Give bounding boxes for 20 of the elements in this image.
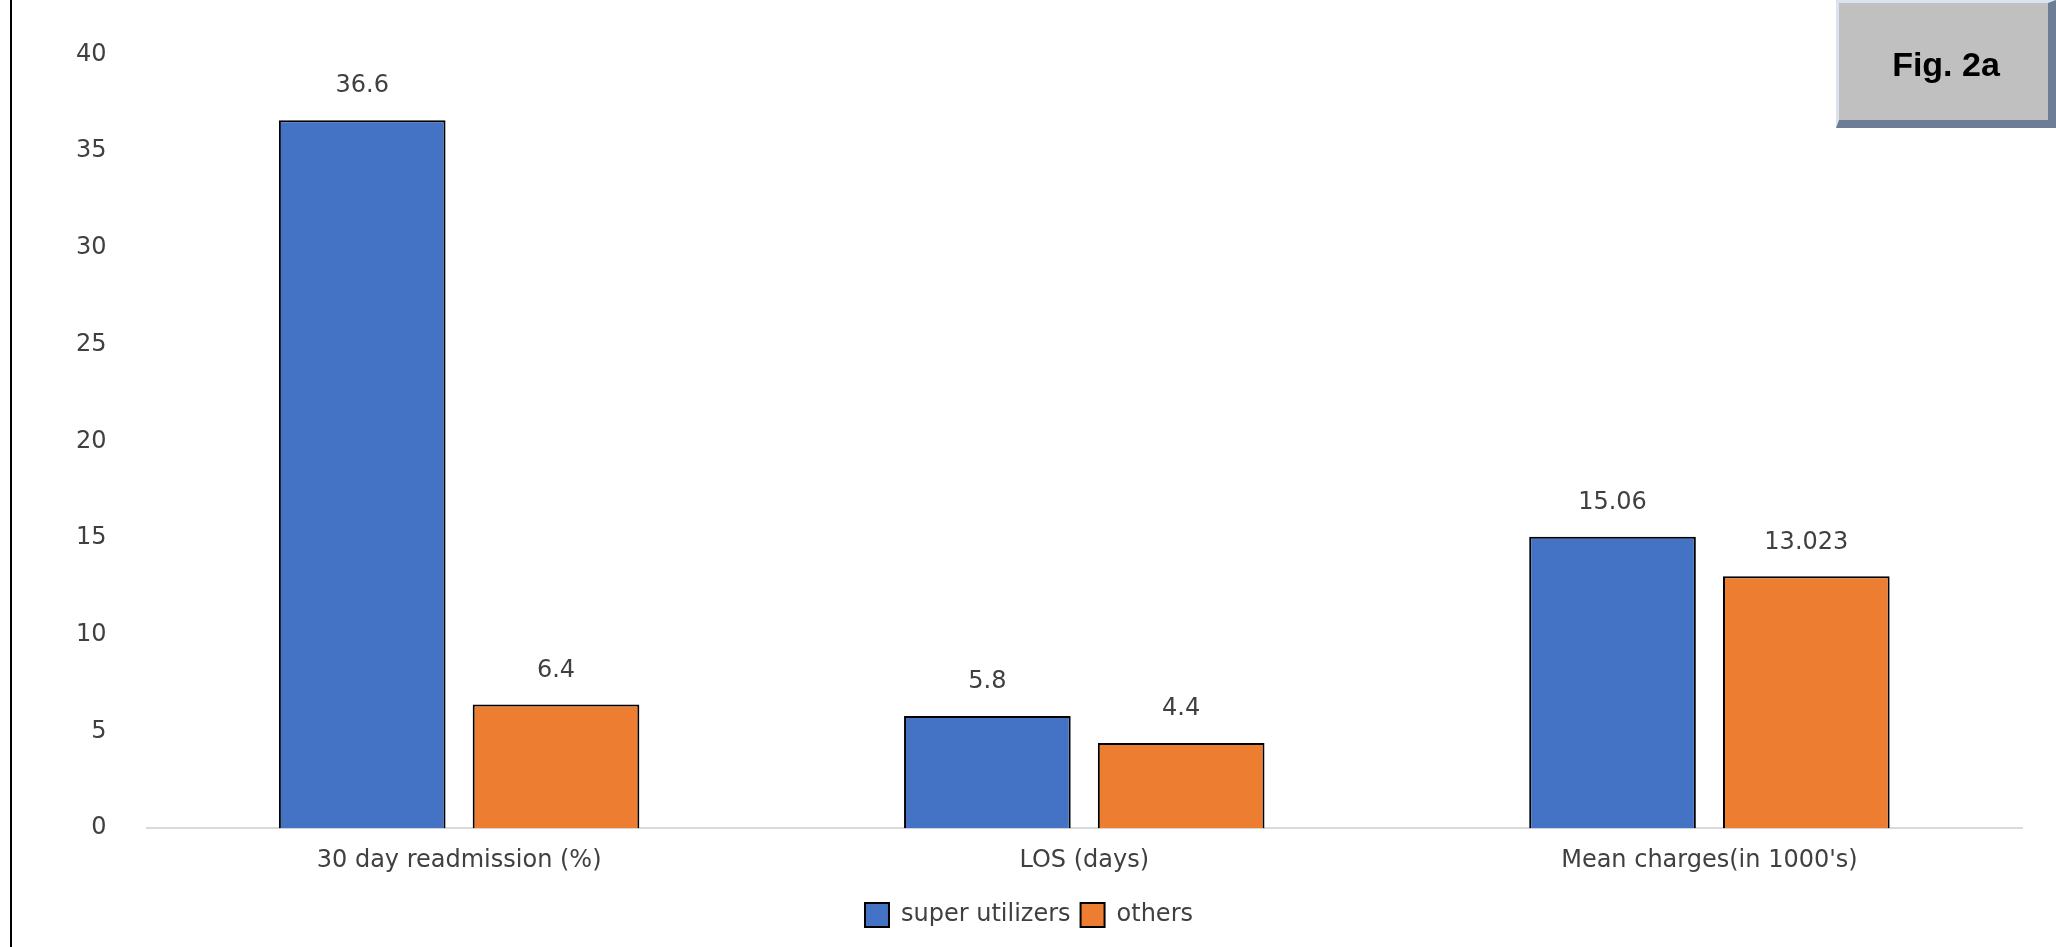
- y-tick-label: 10: [75, 618, 107, 647]
- y-tick-label: 40: [75, 38, 107, 67]
- data-label: 4.4: [1162, 693, 1201, 722]
- y-tick-label: 20: [75, 425, 107, 454]
- data-label: 36.6: [335, 70, 389, 99]
- y-tick-label: 35: [75, 135, 107, 164]
- data-label: 13.023: [1764, 526, 1849, 555]
- y-tick-label: 5: [91, 715, 107, 744]
- y-tick-label: 0: [91, 812, 107, 841]
- legend-label: others: [1116, 899, 1194, 928]
- x-tick-label: LOS (days): [1019, 844, 1150, 873]
- legend-label: super utilizers: [900, 899, 1071, 928]
- x-tick-label: Mean charges(in 1000's): [1561, 844, 1858, 873]
- data-label: 6.4: [536, 654, 576, 683]
- y-tick-label: 30: [75, 232, 107, 261]
- data-label: 15.06: [1578, 487, 1647, 516]
- data-label: 5.8: [968, 666, 1007, 695]
- x-tick-label: 30 day readmission (%): [316, 844, 602, 873]
- y-tick-label: 15: [75, 522, 107, 551]
- y-tick-label: 25: [75, 328, 107, 357]
